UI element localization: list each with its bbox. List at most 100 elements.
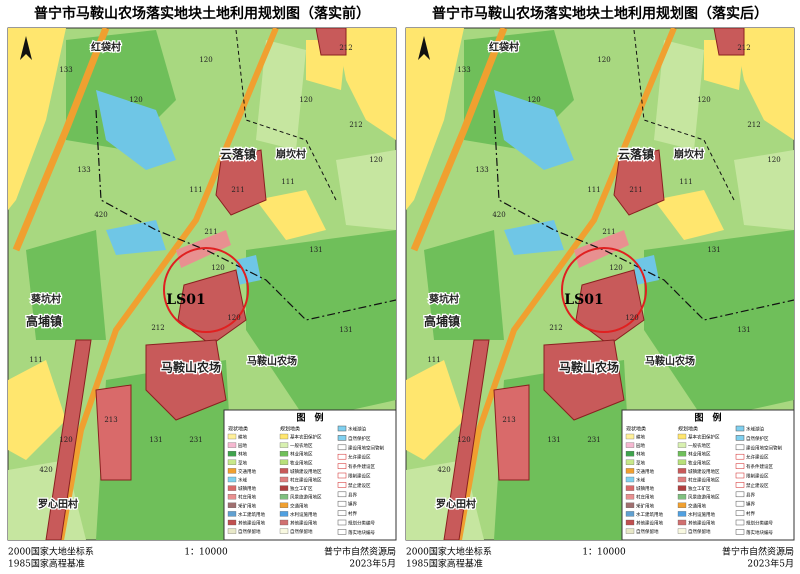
legend-swatch <box>337 510 347 516</box>
land-code: 120 <box>609 264 622 272</box>
legend-item: 城镇建设用地区 <box>290 468 322 475</box>
legend-item: 基本农田保护区 <box>688 434 720 441</box>
legend-head: 现状地类 <box>228 426 248 433</box>
legend-swatch <box>337 491 347 498</box>
main-road <box>58 28 279 540</box>
legend-item: 落实地块编号 <box>746 529 773 536</box>
legend-item: 采矿用地 <box>636 502 654 509</box>
footer-datum: 1985国家高程基准 <box>406 558 483 570</box>
legend-item: 村庄建设用地区 <box>688 477 720 484</box>
place-name: 崩坎村 <box>276 148 306 161</box>
legend-item: 一般农地区 <box>688 442 711 449</box>
legend-swatch <box>279 451 289 457</box>
legend-item: 林地 <box>238 451 247 458</box>
place-name: 红袋村 <box>91 41 121 54</box>
legend-swatch <box>337 463 347 469</box>
mining-strip <box>443 339 490 540</box>
legend-item: 县界 <box>746 492 755 498</box>
legend-swatch <box>625 459 635 465</box>
map-body: LS01120120120120120120120131131131131133… <box>406 28 794 540</box>
planned-farmland <box>406 28 464 210</box>
footer-scale: 1：10000 <box>184 548 228 558</box>
map-panel: 普宁市马鞍山农场落实地块土地利用规划图（落实后） LS01 120 120 120 120… <box>405 5 795 570</box>
place-name: 葵坑村 <box>429 293 459 306</box>
legend-item: 镇界 <box>348 501 357 508</box>
legend-item: 城镇用地 <box>238 485 256 492</box>
footer-org: 2023年5月 <box>349 558 396 570</box>
land-code: 131 <box>339 326 352 334</box>
legend-swatch <box>337 472 347 479</box>
legend-swatch <box>279 468 289 474</box>
footer-datum: 2000国家大地坐标系 <box>8 546 94 558</box>
legend-swatch <box>677 494 687 500</box>
forest <box>26 230 106 340</box>
legend-item: 建设用地空间管制 <box>746 444 782 451</box>
place-name: 高埔镇 <box>424 314 460 329</box>
legend-swatch <box>625 468 635 474</box>
legend-item: 自然保留地 <box>238 528 261 535</box>
village-boundary <box>235 29 337 201</box>
planned-farmland <box>336 28 396 140</box>
land-code: 133 <box>475 166 488 174</box>
legend-item: 耕地 <box>636 434 645 441</box>
legend-item: 草地 <box>238 459 247 466</box>
map-panel: 普宁市马鞍山农场落实地块土地利用规划图（落实前） LS01 120 120 120 120… <box>7 5 397 570</box>
legend-item: 规划分类编号 <box>348 520 375 527</box>
legend-swatch <box>279 476 289 483</box>
legend-item: 交通用地 <box>636 468 654 475</box>
village-land <box>493 384 530 481</box>
legend-swatch <box>625 528 635 534</box>
legend-item: 限制建设区 <box>348 473 371 480</box>
land-code: 131 <box>737 326 750 334</box>
legend-item: 林地 <box>636 451 645 458</box>
legend-head: 现状地类 <box>626 426 646 433</box>
legend-item: 其他建设用地 <box>636 520 663 527</box>
land-code: 111 <box>189 186 202 194</box>
legend-swatch <box>337 519 347 526</box>
land-code: 211 <box>629 186 642 194</box>
north-arrow <box>418 36 430 60</box>
legend-swatch <box>337 435 347 441</box>
land-code: 120 <box>697 96 710 104</box>
land-code: 213 <box>502 416 515 424</box>
legend-item: 自然保护区 <box>348 435 371 442</box>
legend-swatch <box>625 485 635 491</box>
town-land <box>613 149 665 216</box>
place-name: 云落镇 <box>220 147 256 162</box>
legend-item: 采矿用地 <box>238 502 256 509</box>
legend-item: 水域湖泊 <box>746 426 764 433</box>
land-code: 111 <box>29 356 42 364</box>
water <box>504 220 564 255</box>
expressway <box>410 28 508 252</box>
legend-swatch <box>227 451 237 457</box>
legend-swatch <box>337 444 347 451</box>
legend-swatch <box>279 433 289 440</box>
legend-swatch <box>279 494 289 500</box>
legend-item: 独立工矿区 <box>290 485 313 492</box>
legend-swatch <box>677 502 687 508</box>
legend-item: 林业用地区 <box>290 451 313 458</box>
legend-swatch <box>227 485 237 491</box>
legend-swatch <box>279 528 289 534</box>
legend-item: 水利设施用地 <box>688 511 715 518</box>
legend-swatch <box>279 519 289 526</box>
site-circle <box>561 247 647 333</box>
legend-item: 交通用地 <box>688 502 706 509</box>
place-name: 高埔镇 <box>26 314 62 329</box>
legend-item: 落实地块编号 <box>348 529 375 536</box>
legend-swatch <box>735 435 745 441</box>
mining-strip <box>45 339 92 540</box>
legend-item: 村界 <box>746 510 755 517</box>
footer-org: 2023年5月 <box>747 558 794 570</box>
land-code: 120 <box>227 314 240 322</box>
map-title: 普宁市马鞍山农场落实地块土地利用规划图（落实后） <box>432 5 768 22</box>
legend-swatch <box>227 468 237 474</box>
land-code: 120 <box>211 264 224 272</box>
legend-item: 水域湖泊 <box>348 426 366 433</box>
map-title: 普宁市马鞍山农场落实地块土地利用规划图（落实前） <box>34 5 370 22</box>
legend-swatch <box>227 502 237 508</box>
land-code: 211 <box>602 228 615 236</box>
water <box>494 90 574 170</box>
place-name: 马鞍山农场 <box>559 360 619 375</box>
